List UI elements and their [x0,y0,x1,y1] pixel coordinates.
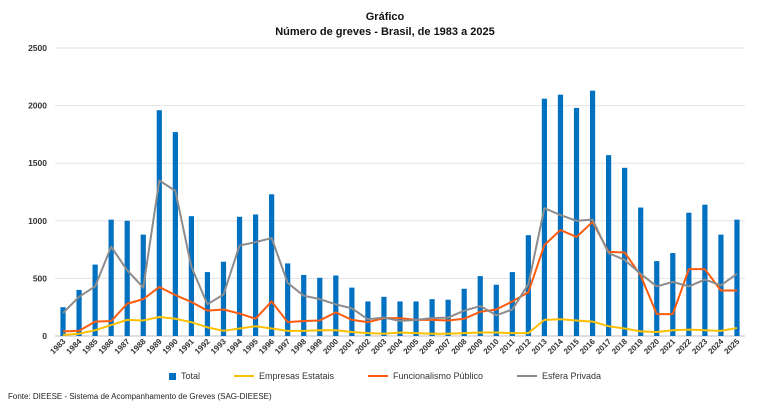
bar-total [220,261,227,336]
legend-swatch [168,372,176,380]
bar-total [333,275,339,336]
bar-total [60,307,66,336]
x-tick-label: 2001 [337,337,356,356]
x-tick-label: 2022 [674,337,693,356]
x-tick-label: 1998 [289,337,308,356]
x-tick-label: 2012 [514,337,533,356]
y-tick-label: 0 [42,331,47,341]
line-esfera-privada [62,179,738,323]
bar-total [654,261,660,336]
y-tick-label: 1000 [28,216,47,226]
chart-legend: Total Empresas Estatais Funcionalismo Públ… [0,371,770,381]
bar-total [606,155,612,336]
bar-total [76,289,82,336]
bar-total [92,264,98,336]
bar-total [172,132,178,336]
x-tick-label: 1990 [161,337,180,356]
x-tick-label: 2015 [562,337,581,356]
y-tick-label: 2000 [28,101,47,111]
x-tick-label: 2003 [369,337,388,356]
chart-subtitle: Número de greves - Brasil, de 1983 a 202… [275,26,495,38]
x-tick-label: 1989 [145,337,164,356]
x-tick-label: 1999 [305,337,324,356]
x-tick-label: 2007 [434,337,453,356]
bar-total [734,219,740,336]
x-tick-label: 2004 [385,337,404,356]
x-tick-label: 2023 [690,337,709,356]
bar-total [461,288,467,336]
x-tick-label: 1997 [273,337,292,356]
x-tick-label: 1991 [177,337,196,356]
bar-total [541,98,548,336]
legend-item: Empresas Estatais [233,371,334,381]
x-tick-label: 2000 [321,337,340,356]
bar-total [188,216,194,336]
x-tick-label: 2013 [530,337,549,356]
x-tick-label: 2014 [546,337,565,356]
x-tick-label: 2025 [722,337,741,356]
source-note: Fonte: DIEESE - Sistema de Acompanhament… [8,392,272,401]
x-tick-label: 2006 [418,337,437,356]
x-tick-label: 2008 [450,337,469,356]
y-tick-label: 1500 [28,158,47,168]
legend-item: Total [168,371,200,381]
x-tick-label: 2017 [594,337,613,356]
legend-item: Funcionalismo Público [367,371,484,381]
x-tick-label: 1993 [209,337,228,356]
x-tick-label: 1986 [97,337,116,356]
x-tick-label: 1996 [257,337,276,356]
x-tick-label: 2011 [498,337,517,356]
bar-total [573,107,580,337]
bar-total [413,301,419,336]
x-tick-label: 2024 [706,337,725,356]
legend-label: Total [180,371,200,381]
bar-total [252,214,259,336]
x-tick-label: 2005 [402,337,421,356]
legend-label: Empresas Estatais [258,371,334,381]
chart-title: Gráfico [365,11,405,23]
legend-swatch [517,375,538,377]
bar-total [285,263,291,336]
x-tick-label: 2019 [626,337,645,356]
legend-label: Funcionalismo Público [392,371,484,381]
x-tick-label: 2016 [578,337,597,356]
bar-total [686,212,692,336]
x-tick-label: 2020 [642,337,661,356]
x-tick-label: 1987 [113,337,132,356]
x-tick-label: 2002 [353,337,372,356]
bar-total [589,90,596,337]
bar-total [638,207,644,336]
bar-total [381,296,387,336]
bar-total [349,287,355,336]
x-tick-label: 1983 [48,337,67,356]
bar-total [509,272,515,336]
x-tick-label: 1994 [225,337,244,356]
legend-swatch [233,375,254,377]
x-tick-label: 1988 [129,337,148,356]
legend-item: Esfera Privada [517,371,601,381]
x-tick-label: 2018 [610,337,629,356]
x-tick-label: 2009 [466,337,485,356]
x-tick-label: 1995 [241,337,260,356]
bar-total [301,274,307,336]
x-tick-label: 1984 [65,337,84,356]
x-tick-label: 1992 [193,337,212,356]
bar-total [317,277,323,336]
bar-total [670,253,676,336]
x-tick-label: 2010 [482,337,501,356]
legend-swatch [367,375,388,377]
legend-label: Esfera Privada [542,371,602,381]
y-tick-label: 2500 [28,43,47,53]
bar-total [156,110,162,336]
x-tick-label: 2021 [658,337,677,356]
bar-total [269,194,275,336]
bar-total [108,219,114,336]
x-tick-label: 1985 [81,337,100,356]
line-empresas-estatais [62,315,738,336]
bar-total [236,216,243,336]
line-funcionalismo-publico [62,220,737,333]
bar-total [124,220,130,336]
chart-plot: 0 500 1000 1500 2000 2500 19831984198519861987… [28,43,745,356]
y-tick-label: 500 [33,273,47,283]
